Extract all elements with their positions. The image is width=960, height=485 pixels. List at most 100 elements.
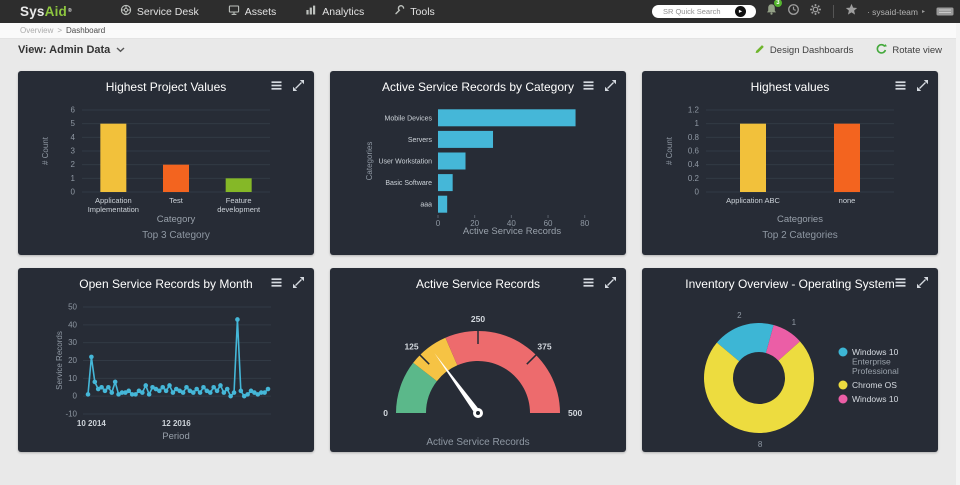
view-selector[interactable]: View: Admin Data: [18, 44, 125, 56]
breadcrumb-dashboard: Dashboard: [66, 26, 106, 35]
nav-service-desk[interactable]: Service Desk: [120, 4, 199, 19]
svg-text:Professional: Professional: [852, 366, 899, 376]
search-go-button[interactable]: ▸: [734, 6, 746, 17]
svg-text:5: 5: [71, 119, 76, 128]
svg-text:Basic Software: Basic Software: [385, 180, 432, 187]
chart-expand-icon[interactable]: [292, 276, 305, 289]
notifications-button[interactable]: 3: [765, 0, 782, 21]
svg-text:375: 375: [537, 342, 551, 352]
svg-text:1.2: 1.2: [688, 106, 700, 115]
svg-text:1: 1: [695, 119, 700, 128]
service-desk-icon: [120, 4, 132, 19]
svg-text:-10: -10: [65, 410, 77, 419]
chart-menu-icon[interactable]: [582, 276, 595, 289]
svg-text:0: 0: [73, 392, 78, 401]
design-dashboards-label: Design Dashboards: [769, 44, 854, 56]
nav-label: Tools: [410, 5, 435, 18]
chart-menu-icon[interactable]: [894, 276, 907, 289]
notification-badge: 3: [773, 0, 782, 7]
svg-text:0.6: 0.6: [688, 147, 700, 156]
clock-icon: [787, 3, 800, 21]
chart-menu-icon[interactable]: [582, 79, 595, 92]
svg-text:Top 2 Categories: Top 2 Categories: [762, 230, 838, 241]
svg-text:# Count: # Count: [665, 136, 674, 165]
logo-aid: Aid: [44, 4, 67, 19]
breadcrumb: Overview > Dashboard: [0, 23, 960, 39]
nav-label: Assets: [244, 5, 277, 18]
chart-title: Inventory Overview - Operating System: [685, 277, 895, 291]
svg-text:12 2016: 12 2016: [162, 419, 191, 428]
rotate-view-button[interactable]: Rotate view: [875, 43, 942, 58]
bar-chart-canvas: 0 1 2 3 4 5 6 Application Implementation Test Feat…: [18, 97, 314, 253]
top-bar: Sys Aid ® Service Desk Assets Analytics To…: [0, 0, 960, 23]
nav-analytics[interactable]: Analytics: [305, 4, 364, 19]
user-name: · sysaid-team: [866, 6, 918, 17]
panel-header: Highest values: [642, 71, 938, 97]
chart-menu-icon[interactable]: [894, 79, 907, 92]
gauge-chart-canvas: 0 125 250 375 500 Active Service Records: [330, 294, 626, 450]
chevron-right-icon: ▸: [921, 8, 925, 15]
settings-button[interactable]: [809, 3, 822, 21]
line-chart-canvas: -10 0 10 20 30 40 50 10 2014 12 2016 Period Servic…: [18, 294, 314, 450]
svg-text:0: 0: [71, 188, 76, 197]
chart-menu-icon[interactable]: [270, 79, 283, 92]
view-bar: View: Admin Data Design Dashboards Rotat…: [0, 39, 960, 61]
svg-text:none: none: [839, 196, 856, 205]
svg-text:20: 20: [470, 219, 479, 228]
svg-text:Mobile Devices: Mobile Devices: [385, 115, 433, 122]
nav-assets[interactable]: Assets: [228, 4, 277, 19]
panel-header: Highest Project Values: [18, 71, 314, 97]
chart-expand-icon[interactable]: [604, 276, 617, 289]
svg-text:0: 0: [383, 408, 388, 418]
search-input[interactable]: [660, 6, 735, 17]
chart-expand-icon[interactable]: [916, 276, 929, 289]
svg-text:250: 250: [471, 314, 485, 324]
dashboard-grid: Highest Project Values 0 1 2 3 4 5 6 Applicatio…: [0, 61, 960, 452]
chevron-down-icon: [116, 44, 125, 56]
svg-text:6: 6: [71, 106, 76, 115]
panel-header: Active Service Records: [330, 268, 626, 294]
breadcrumb-overview[interactable]: Overview: [20, 26, 54, 35]
quick-search: ▸: [651, 5, 756, 18]
svg-text:20: 20: [68, 356, 77, 365]
bar-chart-icon: [305, 4, 317, 19]
svg-text:0: 0: [695, 188, 700, 197]
panel-inventory-os: Inventory Overview - Operating System 2 1…: [642, 268, 938, 452]
svg-text:8: 8: [758, 440, 763, 449]
svg-text:10: 10: [68, 374, 77, 383]
user-menu[interactable]: · sysaid-team ▸: [867, 7, 925, 17]
sysaid-logo[interactable]: Sys Aid ®: [20, 4, 72, 19]
scrollbar[interactable]: [956, 23, 960, 485]
chart-title: Active Service Records by Category: [381, 80, 575, 94]
panel-highest-values: Highest values 0 0.2 0.4 0.6 0.8 1 1.2 Applicat…: [642, 71, 938, 255]
svg-text:Enterprise: Enterprise: [852, 357, 891, 367]
star-icon: [845, 3, 858, 21]
svg-text:0.2: 0.2: [688, 174, 700, 183]
favorites-button[interactable]: [845, 3, 858, 21]
svg-text:3: 3: [71, 147, 76, 156]
panel-active-records-by-category: Active Service Records by Category Mobil…: [330, 71, 626, 255]
main-nav: Service Desk Assets Analytics Tools: [120, 4, 435, 19]
nav-tools[interactable]: Tools: [393, 4, 435, 19]
pencil-icon: [754, 43, 765, 57]
design-dashboards-button[interactable]: Design Dashboards: [754, 43, 853, 57]
history-button[interactable]: [787, 3, 800, 21]
chart-menu-icon[interactable]: [270, 276, 283, 289]
svg-text:Period: Period: [162, 431, 189, 442]
rotate-view-label: Rotate view: [892, 44, 942, 56]
rotate-icon: [875, 43, 888, 58]
svg-text:60: 60: [544, 219, 553, 228]
svg-text:Servers: Servers: [408, 137, 433, 144]
svg-text:Category: Category: [157, 214, 196, 225]
viewbar-actions: Design Dashboards Rotate view: [754, 43, 942, 58]
svg-text:User Workstation: User Workstation: [378, 159, 432, 166]
chart-expand-icon[interactable]: [604, 79, 617, 92]
svg-text:0.4: 0.4: [688, 160, 700, 169]
chart-expand-icon[interactable]: [292, 79, 305, 92]
chart-expand-icon[interactable]: [916, 79, 929, 92]
svg-text:Categories: Categories: [365, 142, 374, 181]
panel-open-records-by-month: Open Service Records by Month -10 0 10 20 30…: [18, 268, 314, 452]
donut-chart-canvas: 2 1 8 Windows 10 Enterprise Professional Chrom…: [642, 294, 938, 450]
svg-text:1: 1: [71, 174, 76, 183]
chart-title: Open Service Records by Month: [79, 277, 253, 291]
